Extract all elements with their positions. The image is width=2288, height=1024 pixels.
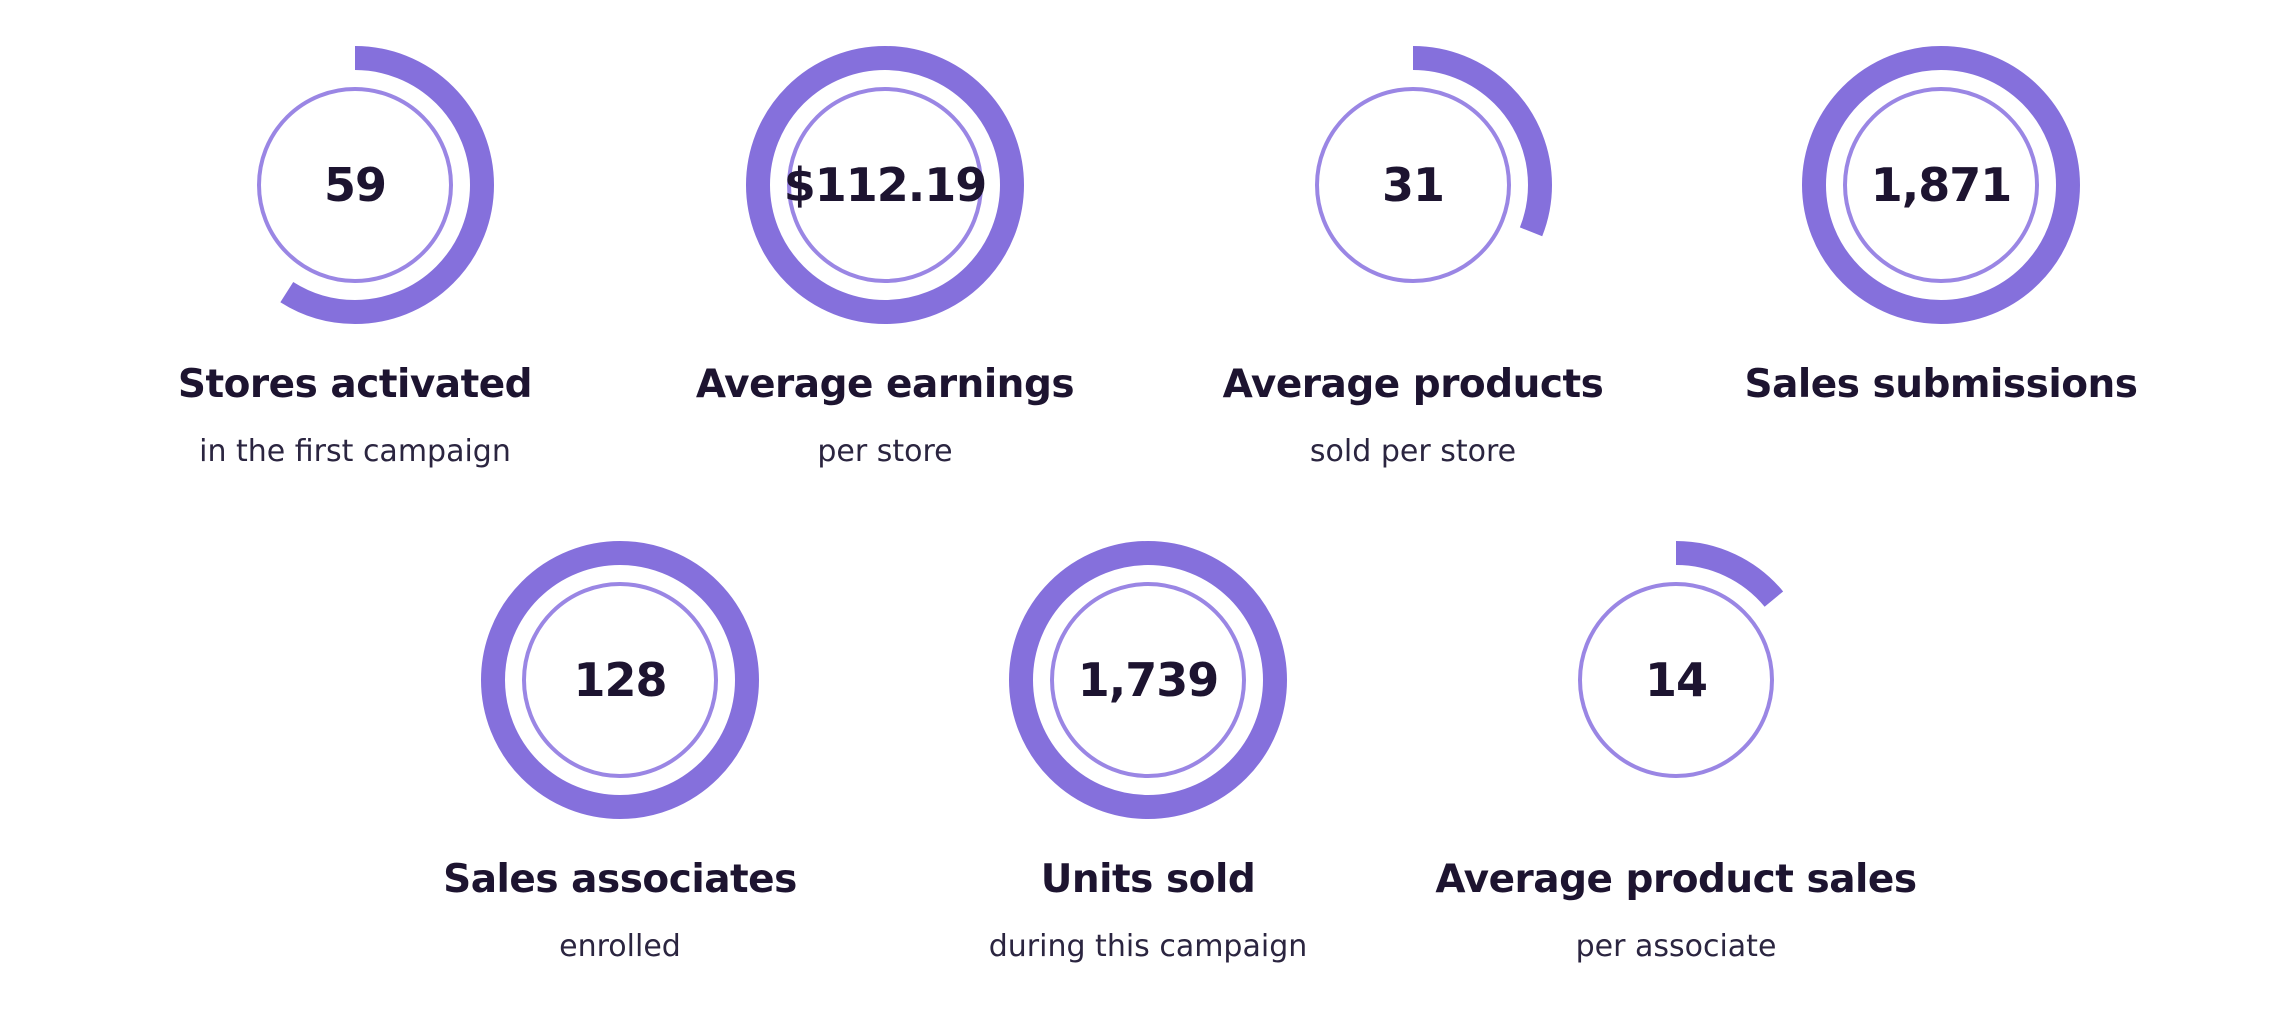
stat-value: 14: [1644, 653, 1708, 707]
ring-chart: [1009, 541, 1287, 819]
outer-arc: [481, 541, 759, 819]
stat-value: 31: [1381, 158, 1445, 212]
stat-card-stores-activated: 59 Stores activated in the first campaig…: [95, 0, 615, 469]
outer-arc: [1009, 541, 1287, 819]
ring-chart: [1802, 46, 2080, 324]
ring-chart: [746, 46, 1024, 324]
ring-chart: [1274, 46, 1552, 324]
stat-title: Stores activated: [177, 362, 533, 407]
outer-arc: [216, 46, 494, 324]
progress-ring: 1,871: [1799, 43, 2083, 327]
stat-title: Sales associates: [443, 857, 797, 902]
ring-chart: [1537, 541, 1815, 819]
outer-arc: [1802, 46, 2080, 324]
outer-arc: [1537, 541, 1815, 819]
stat-subtitle: per associate: [1575, 929, 1777, 964]
stat-card-sales-submissions: 1,871 Sales submissions: [1681, 0, 2201, 460]
ring-chart: [216, 46, 494, 324]
progress-ring: 31: [1271, 43, 1555, 327]
progress-ring: 59: [213, 43, 497, 327]
stat-value: 1,871: [1870, 158, 2013, 212]
stat-subtitle: sold per store: [1309, 434, 1517, 469]
outer-arc: [1274, 46, 1552, 324]
stat-title: Average products: [1222, 362, 1604, 407]
stat-card-average-products: 31 Average products sold per store: [1153, 0, 1673, 469]
progress-ring: 128: [478, 538, 762, 822]
stat-card-sales-associates: 128 Sales associates enrolled: [360, 495, 880, 964]
stat-subtitle: per store: [817, 434, 953, 469]
stat-title: Average earnings: [695, 362, 1075, 407]
stat-card-units-sold: 1,739 Units sold during this campaign: [888, 495, 1408, 964]
stat-title: Sales submissions: [1744, 362, 2138, 407]
progress-ring: 1,739: [1006, 538, 1290, 822]
stat-value: 1,739: [1077, 653, 1220, 707]
stat-value: 128: [573, 653, 667, 707]
stat-value: $112.19: [783, 158, 988, 212]
stat-subtitle: enrolled: [559, 929, 681, 964]
stat-card-average-earnings: $112.19 Average earnings per store: [625, 0, 1145, 469]
progress-ring: 14: [1534, 538, 1818, 822]
inner-ring: [1050, 582, 1246, 778]
stat-title: Average product sales: [1435, 857, 1917, 902]
stat-value: 59: [323, 158, 387, 212]
inner-ring: [1843, 87, 2039, 283]
inner-ring: [787, 87, 983, 283]
inner-ring: [522, 582, 718, 778]
stat-subtitle: in the first campaign: [199, 434, 511, 469]
inner-ring: [1315, 87, 1511, 283]
progress-ring: $112.19: [743, 43, 1027, 327]
stat-subtitle: during this campaign: [988, 929, 1308, 964]
outer-arc: [746, 46, 1024, 324]
stat-card-average-product-sales: 14 Average product sales per associate: [1416, 495, 1936, 964]
inner-ring: [1578, 582, 1774, 778]
ring-chart: [481, 541, 759, 819]
inner-ring: [257, 87, 453, 283]
stat-title: Units sold: [1040, 857, 1256, 902]
